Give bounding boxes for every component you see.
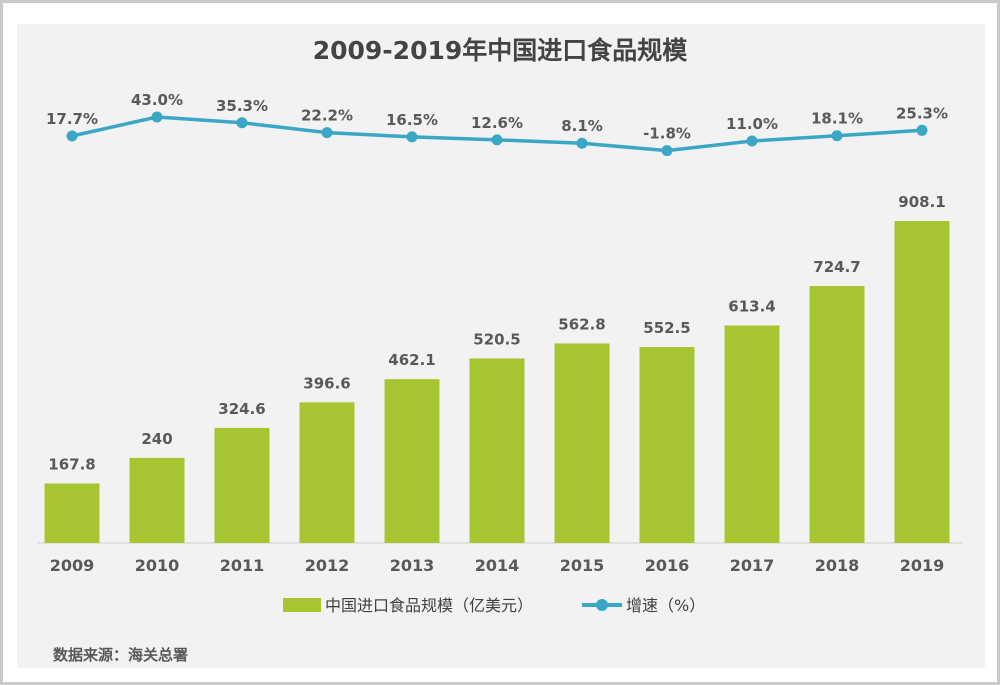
growth-point-2018 bbox=[831, 130, 843, 142]
legend-label-bar: 中国进口食品规模（亿美元） bbox=[325, 596, 533, 615]
legend-swatch-bar bbox=[283, 598, 321, 612]
x-tick-2017: 2017 bbox=[730, 556, 775, 575]
bar-label-2019: 908.1 bbox=[898, 193, 945, 211]
growth-label-2019: 25.3% bbox=[896, 104, 948, 122]
growth-point-2014 bbox=[491, 134, 503, 146]
bar-2013 bbox=[384, 379, 440, 543]
growth-point-2016 bbox=[661, 145, 673, 157]
bar-2011 bbox=[214, 427, 270, 543]
x-tick-2018: 2018 bbox=[815, 556, 860, 575]
x-tick-2015: 2015 bbox=[560, 556, 605, 575]
growth-label-2016: -1.8% bbox=[643, 125, 691, 143]
growth-label-2009: 17.7% bbox=[46, 110, 98, 128]
growth-label-2018: 18.1% bbox=[811, 110, 863, 128]
bar-2016 bbox=[639, 347, 695, 543]
bar-label-2018: 724.7 bbox=[813, 258, 860, 276]
growth-label-2012: 22.2% bbox=[301, 107, 353, 125]
growth-point-2009 bbox=[66, 130, 78, 142]
x-tick-2011: 2011 bbox=[220, 556, 265, 575]
chart-title: 2009-2019年中国进口食品规模 bbox=[313, 36, 689, 65]
x-tick-2012: 2012 bbox=[305, 556, 350, 575]
x-tick-2014: 2014 bbox=[475, 556, 520, 575]
legend: 中国进口食品规模（亿美元） 增速（%） bbox=[283, 596, 705, 615]
bar-2018 bbox=[809, 286, 865, 543]
growth-point-2011 bbox=[236, 117, 248, 129]
bar-2017 bbox=[724, 325, 780, 543]
growth-point-2019 bbox=[916, 124, 928, 136]
x-tick-2019: 2019 bbox=[900, 556, 945, 575]
growth-label-2011: 35.3% bbox=[216, 97, 268, 115]
bar-2014 bbox=[469, 358, 525, 543]
bar-2010 bbox=[129, 457, 185, 543]
bar-label-2014: 520.5 bbox=[473, 330, 520, 348]
bar-2012 bbox=[299, 402, 355, 543]
bar-label-2012: 396.6 bbox=[303, 374, 350, 392]
bar-label-2011: 324.6 bbox=[218, 400, 265, 418]
bar-label-2016: 552.5 bbox=[643, 319, 690, 337]
growth-label-2013: 16.5% bbox=[386, 111, 438, 129]
growth-point-2010 bbox=[151, 111, 163, 123]
bar-label-2009: 167.8 bbox=[48, 456, 95, 474]
bar-2015 bbox=[554, 343, 610, 543]
x-tick-2009: 2009 bbox=[50, 556, 95, 575]
legend-label-line: 增速（%） bbox=[626, 596, 705, 615]
growth-label-2015: 8.1% bbox=[561, 117, 603, 135]
legend-marker bbox=[596, 599, 608, 611]
x-tick-2016: 2016 bbox=[645, 556, 690, 575]
source-note: 数据来源：海关总署 bbox=[53, 646, 188, 664]
growth-point-2017 bbox=[746, 135, 758, 147]
x-tick-2013: 2013 bbox=[390, 556, 435, 575]
bar-2019 bbox=[894, 221, 950, 543]
bar-label-2017: 613.4 bbox=[728, 297, 775, 315]
growth-label-2014: 12.6% bbox=[471, 114, 523, 132]
growth-label-2017: 11.0% bbox=[726, 115, 778, 133]
x-tick-2010: 2010 bbox=[135, 556, 180, 575]
bar-2009 bbox=[44, 483, 100, 543]
growth-point-2012 bbox=[321, 127, 333, 139]
growth-point-2013 bbox=[406, 131, 418, 143]
bar-label-2015: 562.8 bbox=[558, 315, 605, 333]
bar-label-2010: 240 bbox=[141, 430, 172, 448]
growth-label-2010: 43.0% bbox=[131, 91, 183, 109]
growth-point-2015 bbox=[576, 137, 588, 149]
bar-label-2013: 462.1 bbox=[388, 351, 435, 369]
